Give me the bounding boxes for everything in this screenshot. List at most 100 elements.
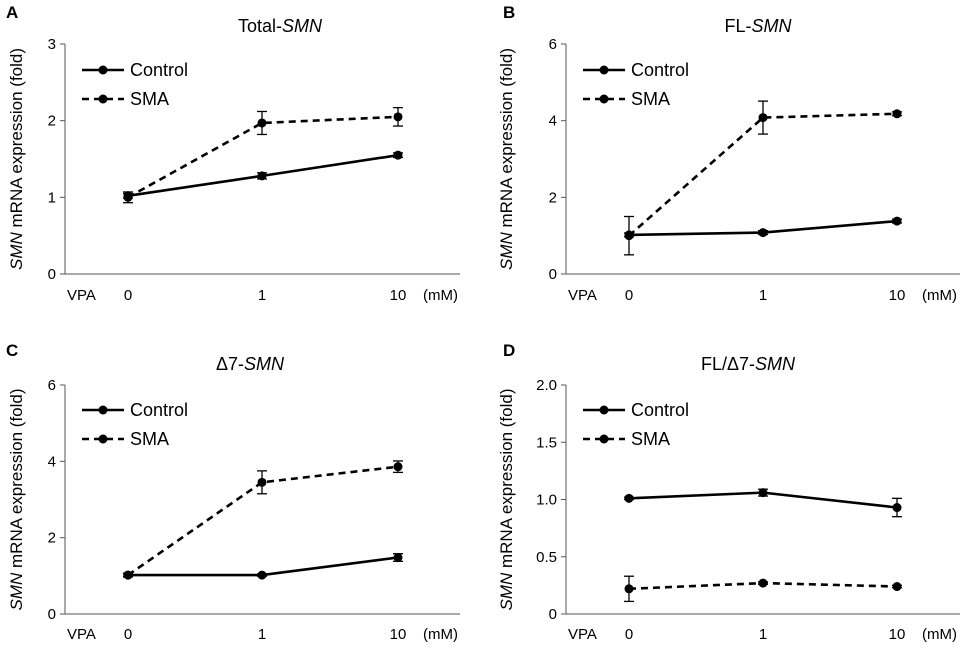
y-tick-label: 0.5	[536, 549, 557, 566]
data-point	[758, 488, 768, 498]
y-axis-label: SMN mRNA expression (fold)	[497, 48, 516, 270]
data-point	[393, 112, 403, 122]
y-tick-label: 0	[549, 606, 557, 623]
y-axis-label-rest: mRNA expression (fold)	[497, 388, 516, 572]
x-axis-unit: (mM)	[922, 626, 957, 643]
chart-title-gene: SMN	[755, 354, 796, 374]
y-tick-label: 1.0	[536, 492, 557, 509]
x-tick-label: 0	[625, 626, 633, 643]
legend-label: Control	[130, 400, 188, 420]
legend-label: SMA	[631, 429, 670, 449]
legend-marker	[98, 94, 108, 104]
data-point	[892, 109, 902, 119]
x-axis-unit: (mM)	[922, 287, 957, 304]
legend-label: SMA	[130, 89, 169, 109]
panel-letter: C	[6, 341, 18, 360]
x-axis-prefix: VPA	[568, 626, 597, 643]
legend-marker	[599, 434, 609, 444]
y-tick-label: 1	[48, 189, 56, 206]
data-point	[624, 584, 634, 594]
x-tick-label: 10	[390, 626, 407, 643]
y-tick-label: 3	[48, 36, 56, 53]
x-axis-prefix: VPA	[568, 287, 597, 304]
series-control	[624, 488, 902, 518]
y-tick-label: 2	[48, 530, 56, 547]
legend-marker	[98, 65, 108, 75]
series-line	[628, 112, 898, 237]
panel-letter: D	[503, 341, 515, 360]
y-tick-label: 0	[48, 266, 56, 283]
legend-marker	[599, 65, 609, 75]
legend-entry-sma: SMA	[82, 429, 169, 449]
legend-entry-sma: SMA	[82, 89, 169, 109]
legend-entry-control: Control	[82, 60, 188, 80]
legend-label: Control	[631, 60, 689, 80]
data-point	[257, 570, 267, 580]
y-tick-label: 2	[48, 113, 56, 130]
chart-title: FL/Δ7-SMN	[701, 354, 796, 374]
x-tick-label: 10	[889, 287, 906, 304]
chart-title: Total-SMN	[238, 16, 323, 36]
x-tick-label: 0	[625, 287, 633, 304]
legend-label: SMA	[631, 89, 670, 109]
legend-label: Control	[631, 400, 689, 420]
legend-marker	[599, 405, 609, 415]
data-point	[257, 118, 267, 128]
x-tick-label: 1	[759, 626, 767, 643]
data-point	[393, 150, 403, 160]
y-tick-label: 6	[549, 36, 557, 53]
series-sma	[123, 460, 403, 580]
legend-marker	[98, 405, 108, 415]
x-tick-label: 10	[390, 287, 407, 304]
chart-title: Δ7-SMN	[216, 354, 285, 374]
data-point	[123, 192, 133, 202]
chart-title-prefix: FL-	[725, 16, 752, 36]
series-control	[123, 553, 403, 580]
chart-title-gene: SMN	[752, 16, 793, 36]
x-axis-prefix: VPA	[67, 626, 96, 643]
y-axis-label: SMN mRNA expression (fold)	[7, 388, 26, 610]
chart-title: FL-SMN	[725, 16, 793, 36]
y-tick-label: 2	[549, 189, 557, 206]
series-control	[624, 216, 902, 240]
data-point	[393, 553, 403, 563]
legend-label: SMA	[130, 429, 169, 449]
y-tick-label: 2.0	[536, 377, 557, 394]
data-point	[624, 493, 634, 503]
y-tick-label: 4	[48, 453, 56, 470]
chart-title-gene: SMN	[244, 354, 285, 374]
legend-entry-control: Control	[583, 60, 689, 80]
x-tick-label: 1	[258, 626, 266, 643]
chart-title-prefix: Δ7-	[216, 354, 244, 374]
series-sma	[624, 100, 902, 256]
data-point	[393, 462, 403, 472]
data-point	[892, 503, 902, 513]
x-tick-label: 0	[124, 626, 132, 643]
y-axis-label: SMN mRNA expression (fold)	[7, 48, 26, 270]
y-axis-label-gene: SMN	[7, 232, 26, 271]
legend-entry-sma: SMA	[583, 429, 670, 449]
data-point	[892, 582, 902, 592]
y-axis-label-rest: mRNA expression (fold)	[7, 48, 26, 232]
data-point	[123, 570, 133, 580]
legend-entry-control: Control	[82, 400, 188, 420]
y-tick-label: 4	[549, 113, 557, 130]
y-axis-label-rest: mRNA expression (fold)	[7, 388, 26, 572]
y-tick-label: 0	[48, 606, 56, 623]
y-tick-label: 0	[549, 266, 557, 283]
legend-marker	[599, 94, 609, 104]
legend-label: Control	[130, 60, 188, 80]
legend-entry-control: Control	[583, 400, 689, 420]
data-point	[257, 477, 267, 487]
x-axis-prefix: VPA	[67, 287, 96, 304]
y-axis-label-gene: SMN	[497, 232, 516, 271]
y-axis-label-rest: mRNA expression (fold)	[497, 48, 516, 232]
x-axis-unit: (mM)	[423, 626, 458, 643]
series-line	[127, 115, 399, 199]
data-point	[892, 216, 902, 226]
